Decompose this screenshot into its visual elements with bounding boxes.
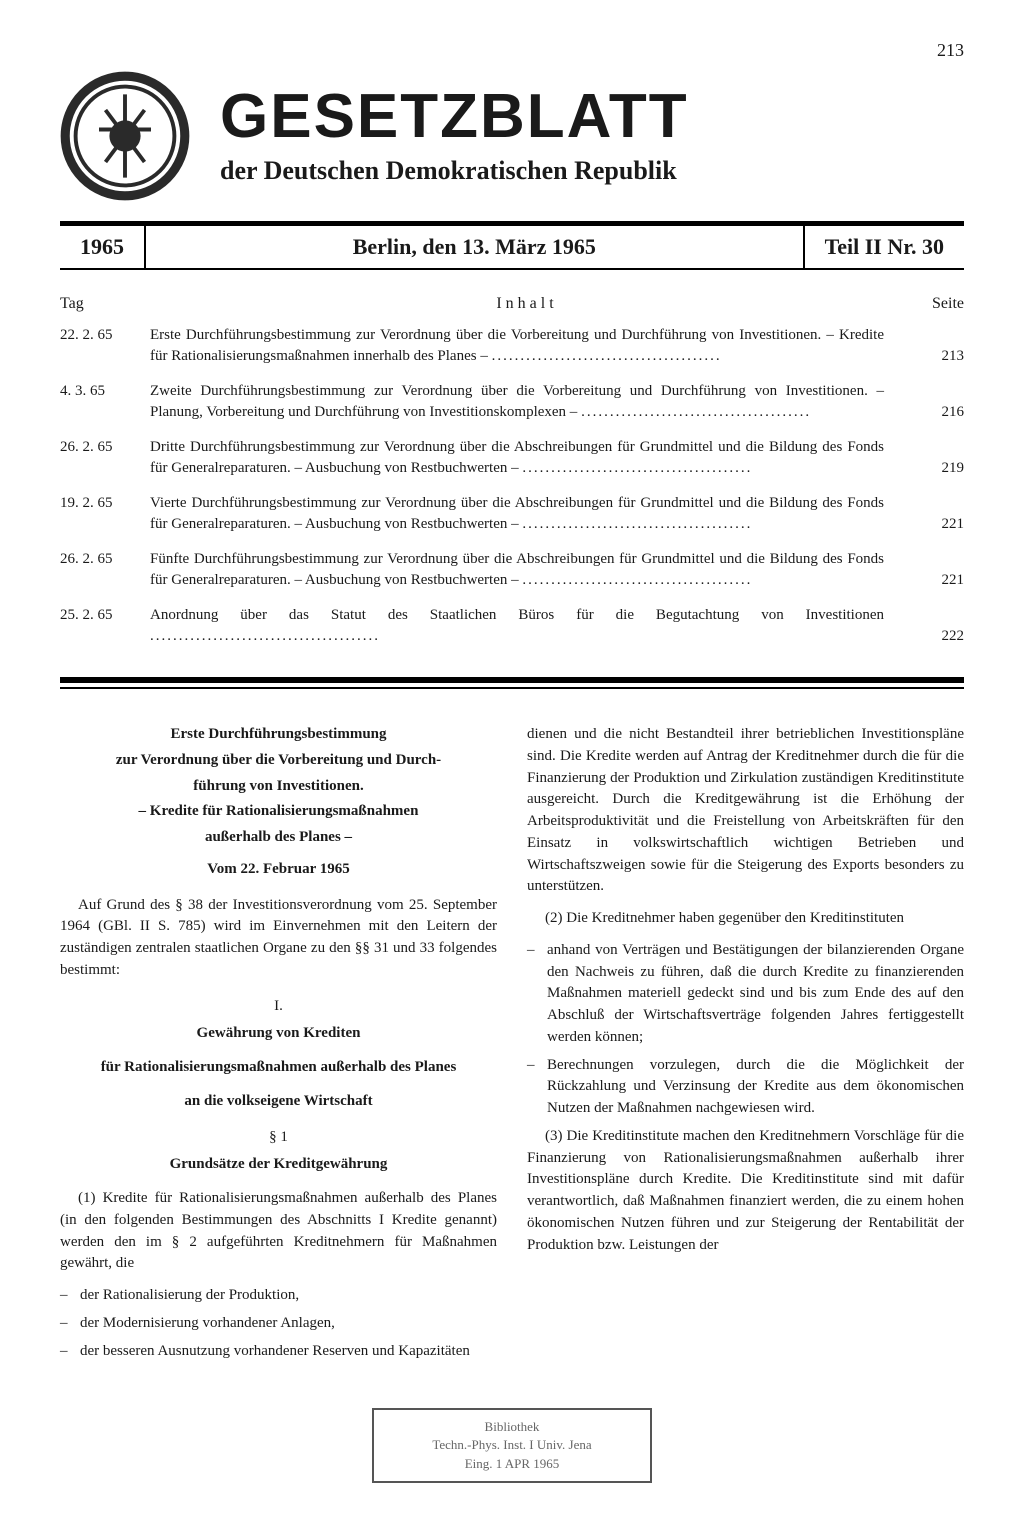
list-item-text: anhand von Verträgen und Bestätigungen d… — [547, 940, 964, 1049]
list-dash: – — [527, 1055, 547, 1120]
stamp-line: Eing. 1 APR 1965 — [382, 1455, 642, 1473]
paragraph-text: dienen und die nicht Bestandteil ihrer b… — [527, 724, 964, 898]
list-item: –der Modernisierung vorhandener Anlagen, — [60, 1313, 497, 1335]
list-dash: – — [60, 1341, 80, 1363]
section-title-line: für Rationalisierungsmaßnahmen außerhalb… — [60, 1057, 497, 1079]
list-dash: – — [527, 940, 547, 1049]
toc-entry-date: 26. 2. 65 — [60, 549, 150, 591]
toc-header-date: Tag — [60, 295, 150, 313]
library-stamp: Bibliothek Techn.-Phys. Inst. I Univ. Je… — [372, 1408, 652, 1483]
publication-title: GESETZBLATT — [220, 86, 964, 148]
toc-entry: 19. 2. 65 Vierte Durchführungsbestimmung… — [60, 493, 964, 535]
toc-entry-page: 221 — [904, 514, 964, 535]
toc-entry-date: 26. 2. 65 — [60, 437, 150, 479]
toc-entry-text: Dritte Durchführungsbestimmung zur Veror… — [150, 437, 904, 479]
list-item-text: Berechnungen vorzulegen, durch die die M… — [547, 1055, 964, 1120]
article-title-line: – Kredite für Rationalisierungsmaßnahmen — [60, 801, 497, 823]
toc-entry-date: 4. 3. 65 — [60, 381, 150, 423]
toc-entry: 25. 2. 65 Anordnung über das Statut des … — [60, 605, 964, 647]
toc-entry-page: 222 — [904, 626, 964, 647]
issue-number: Teil II Nr. 30 — [805, 226, 964, 268]
stamp-line: Bibliothek — [382, 1418, 642, 1436]
list-item-text: der Modernisierung vorhandener Anlagen, — [80, 1313, 497, 1335]
toc-entry: 26. 2. 65 Fünfte Durchführungsbestimmung… — [60, 549, 964, 591]
article-title-line: Erste Durchführungsbestimmung — [60, 724, 497, 746]
toc-entry-text: Zweite Durchführungsbestimmung zur Veror… — [150, 381, 904, 423]
list-dash: – — [60, 1285, 80, 1307]
toc-entry-text: Vierte Durchführungsbestimmung zur Veror… — [150, 493, 904, 535]
list-item-text: der Rationalisierung der Produktion, — [80, 1285, 497, 1307]
paragraph-number: § 1 — [60, 1127, 497, 1149]
toc-entry-page: 219 — [904, 458, 964, 479]
toc-entry: 26. 2. 65 Dritte Durchführungsbestimmung… — [60, 437, 964, 479]
issue-info-bar: 1965 Berlin, den 13. März 1965 Teil II N… — [60, 221, 964, 270]
article-title-line: zur Verordnung über die Vorbereitung und… — [60, 750, 497, 772]
list-item: –anhand von Verträgen und Bestätigungen … — [527, 940, 964, 1049]
toc-entry-date: 19. 2. 65 — [60, 493, 150, 535]
paragraph-text: (2) Die Kreditnehmer haben gegenüber den… — [527, 908, 964, 930]
paragraph-text: (3) Die Kreditinstitute machen den Kredi… — [527, 1126, 964, 1257]
table-of-contents: Tag Inhalt Seite 22. 2. 65 Erste Durchfü… — [60, 295, 964, 647]
issue-year: 1965 — [60, 226, 146, 268]
list-item: –der besseren Ausnutzung vorhandener Res… — [60, 1341, 497, 1363]
section-roman: I. — [60, 996, 497, 1018]
issue-location-date: Berlin, den 13. März 1965 — [146, 226, 805, 268]
list-item: –der Rationalisierung der Produktion, — [60, 1285, 497, 1307]
list-item: –Berechnungen vorzulegen, durch die die … — [527, 1055, 964, 1120]
toc-entry-text: Fünfte Durchführungsbestimmung zur Veror… — [150, 549, 904, 591]
paragraph-text: (1) Kredite für Rationalisierungsmaßnahm… — [60, 1188, 497, 1275]
toc-entry-date: 22. 2. 65 — [60, 325, 150, 367]
state-emblem-icon — [60, 71, 190, 201]
toc-entry: 4. 3. 65 Zweite Durchführungsbestimmung … — [60, 381, 964, 423]
toc-entry-page: 213 — [904, 346, 964, 367]
page-number: 213 — [60, 40, 964, 61]
section-title-line: an die volkseigene Wirtschaft — [60, 1091, 497, 1113]
right-column: dienen und die nicht Bestandteil ihrer b… — [527, 724, 964, 1368]
left-column: Erste Durchführungsbestimmung zur Verord… — [60, 724, 497, 1368]
preamble: Auf Grund des § 38 der Investitionsveror… — [60, 895, 497, 982]
list-item-text: der besseren Ausnutzung vorhandener Rese… — [80, 1341, 497, 1363]
list-dash: – — [60, 1313, 80, 1335]
divider-rule — [60, 677, 964, 689]
publication-subtitle: der Deutschen Demokratischen Republik — [220, 156, 964, 186]
toc-entry-date: 25. 2. 65 — [60, 605, 150, 647]
toc-header-page: Seite — [904, 295, 964, 313]
article-title-line: außerhalb des Planes – — [60, 827, 497, 849]
toc-entry: 22. 2. 65 Erste Durchführungsbestimmung … — [60, 325, 964, 367]
toc-entry-text: Anordnung über das Statut des Staatliche… — [150, 605, 904, 647]
article-title-line: führung von Investitionen. — [60, 776, 497, 798]
stamp-line: Techn.-Phys. Inst. I Univ. Jena — [382, 1436, 642, 1454]
article-date: Vom 22. Februar 1965 — [60, 859, 497, 881]
article-body: Erste Durchführungsbestimmung zur Verord… — [60, 724, 964, 1368]
toc-entry-text: Erste Durchführungsbestimmung zur Verord… — [150, 325, 904, 367]
toc-entry-page: 221 — [904, 570, 964, 591]
masthead: GESETZBLATT der Deutschen Demokratischen… — [60, 71, 964, 201]
toc-entry-page: 216 — [904, 402, 964, 423]
paragraph-title: Grundsätze der Kreditgewährung — [60, 1154, 497, 1176]
toc-header-content: Inhalt — [150, 295, 904, 313]
section-title-line: Gewährung von Krediten — [60, 1023, 497, 1045]
